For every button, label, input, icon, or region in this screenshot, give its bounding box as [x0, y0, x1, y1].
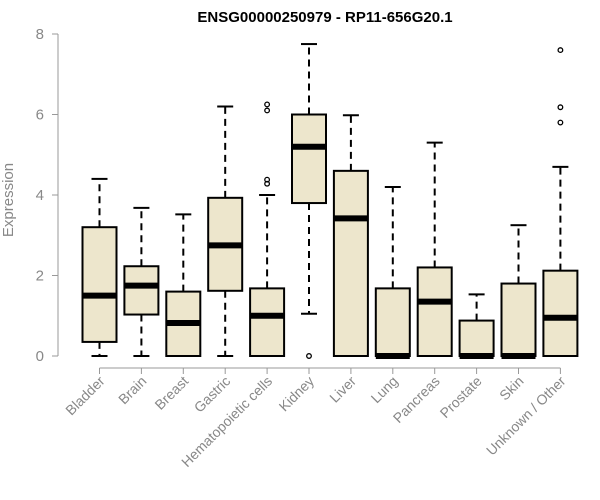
box-breast	[165, 213, 202, 358]
iqr-box	[542, 269, 579, 358]
x-tick-label: Breast	[151, 373, 191, 413]
y-tick-label: 2	[36, 268, 44, 285]
y-axis-label: Expression	[0, 163, 17, 237]
y-tick-label: 6	[36, 107, 44, 124]
iqr-box	[81, 226, 118, 343]
outlier-point	[264, 107, 271, 114]
x-tick-label: Skin	[496, 373, 527, 404]
box-pancreas	[416, 141, 453, 358]
x-tick-label: Liver	[326, 373, 359, 406]
iqr-box	[291, 113, 327, 205]
box-hematopoietic-cells	[249, 101, 286, 358]
outlier-point	[557, 104, 564, 111]
x-tick-label: Lung	[368, 373, 401, 406]
chart-title: ENSG00000250979 - RP11-656G20.1	[197, 9, 452, 26]
x-tick-label: Pancreas	[390, 373, 443, 426]
outlier-point	[557, 119, 564, 126]
x-tick-label: Brain	[115, 373, 149, 407]
iqr-box	[332, 169, 369, 357]
x-tick-label: Prostate	[437, 373, 485, 421]
box-brain	[123, 206, 160, 357]
iqr-box	[500, 282, 537, 357]
box-skin	[500, 224, 537, 359]
x-tick-label: Kidney	[276, 373, 318, 415]
iqr-box	[249, 287, 286, 358]
iqr-box	[458, 319, 495, 357]
y-axis: 0 2 4 6 8	[36, 26, 59, 365]
box-kidney	[291, 43, 327, 359]
iqr-box	[374, 287, 411, 358]
outlier-point	[306, 353, 312, 359]
outlier-point	[264, 176, 271, 183]
box-liver	[332, 114, 369, 357]
box-unknown-other	[542, 47, 579, 358]
box-lung	[374, 185, 411, 359]
x-tick-label: Bladder	[62, 373, 108, 419]
iqr-box	[416, 266, 453, 358]
x-tick-label: Unknown / Other	[483, 373, 569, 459]
y-tick-label: 4	[36, 187, 44, 204]
box-prostate	[458, 293, 495, 359]
y-tick-label: 0	[36, 348, 44, 365]
boxes-group	[81, 43, 579, 359]
iqr-box	[123, 265, 160, 316]
box-gastric	[207, 105, 244, 357]
outlier-point	[264, 101, 271, 108]
box-bladder	[81, 177, 118, 357]
outlier-point	[557, 47, 564, 54]
y-tick-label: 8	[36, 26, 44, 43]
